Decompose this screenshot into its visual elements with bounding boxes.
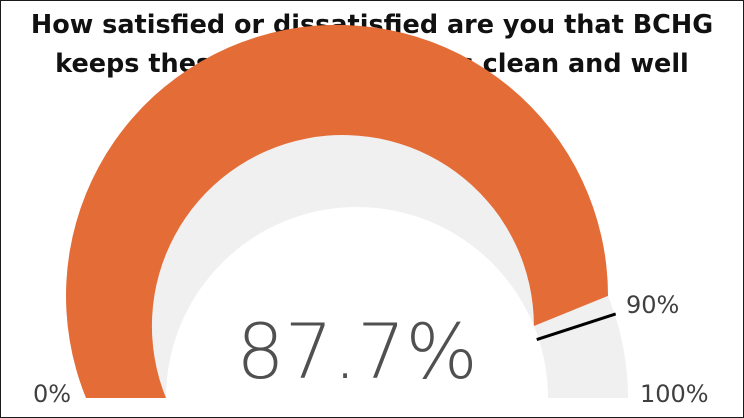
gauge-value-arc [66, 24, 609, 398]
gauge-max-label: 100% [640, 380, 709, 408]
gauge-target-marker [536, 312, 617, 342]
gauge-value-label: 87.7% [236, 307, 477, 396]
gauge-min-label: 0% [33, 380, 71, 408]
gauge-target-label: 90% [626, 291, 679, 319]
